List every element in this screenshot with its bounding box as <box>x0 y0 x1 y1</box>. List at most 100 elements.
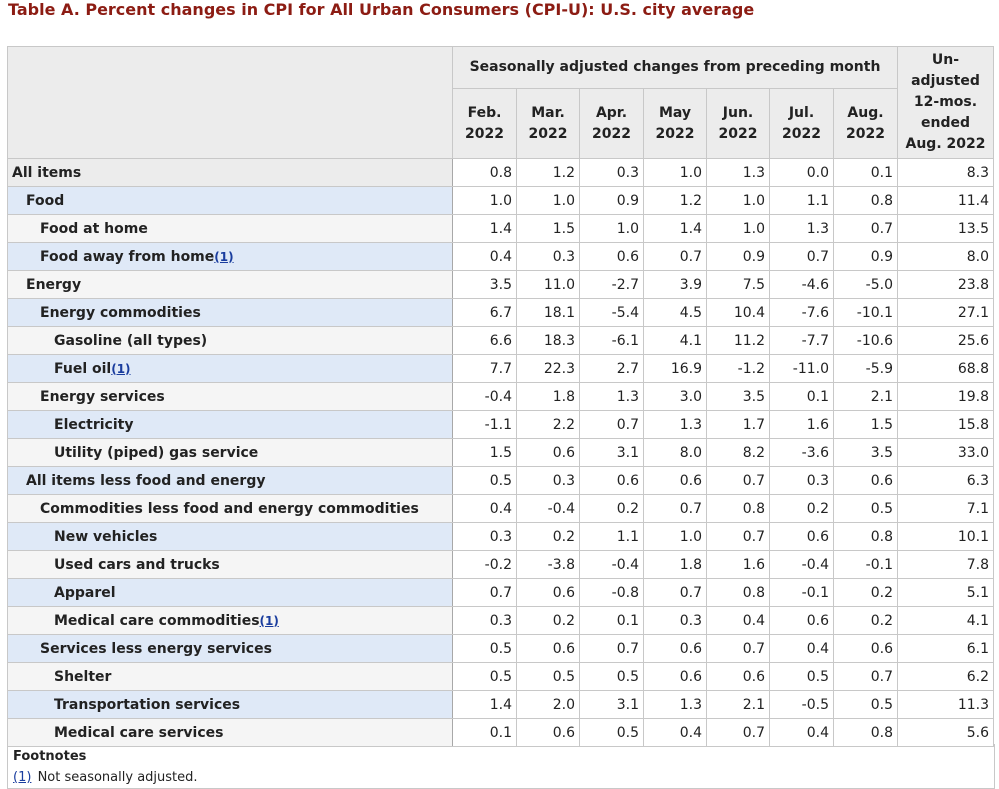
value-cell: 1.6 <box>769 410 834 439</box>
value-cell: 11.0 <box>516 270 580 299</box>
unadj-line: 12-mos. <box>913 94 978 110</box>
table-row: Commodities less food and energy commodi… <box>7 494 994 523</box>
value-cell: 1.1 <box>769 186 834 215</box>
value-cell: -0.4 <box>516 494 580 523</box>
value-cell: 15.8 <box>897 410 994 439</box>
value-cell: 0.2 <box>516 606 580 635</box>
value-cell: -0.5 <box>769 690 834 719</box>
row-label: Electricity <box>7 410 453 439</box>
value-cell: 0.7 <box>643 578 707 607</box>
row-label-text: Medical care services <box>54 724 224 741</box>
month-label: Jul. <box>788 104 815 121</box>
row-label: Energy <box>7 270 453 299</box>
value-cell: -1.1 <box>452 410 517 439</box>
value-cell: 0.7 <box>579 410 644 439</box>
row-label: Services less energy services <box>7 634 453 663</box>
value-cell: 0.5 <box>452 662 517 691</box>
value-cell: -4.6 <box>769 270 834 299</box>
value-cell: 1.5 <box>516 214 580 243</box>
row-label-text: Energy commodities <box>40 304 201 321</box>
value-cell: 3.5 <box>833 438 898 467</box>
table-row: Transportation services 1.4 2.0 3.1 1.3 2.1 -0… <box>7 690 994 719</box>
month-header: Aug. 2022 <box>833 88 898 159</box>
value-cell: 0.3 <box>643 606 707 635</box>
value-cell: 25.6 <box>897 326 994 355</box>
row-label: Energy commodities <box>7 298 453 327</box>
row-label: Medical care commodities(1) <box>7 606 453 635</box>
value-cell: 0.1 <box>833 158 898 187</box>
value-cell: 1.3 <box>769 214 834 243</box>
value-cell: 0.9 <box>579 186 644 215</box>
value-cell: 0.8 <box>833 186 898 215</box>
row-label-text: Electricity <box>54 416 134 433</box>
value-cell: -5.9 <box>833 354 898 383</box>
month-year: 2022 <box>592 125 631 142</box>
table-row: All items less food and energy 0.5 0.3 0.6 0… <box>7 466 994 495</box>
value-cell: 33.0 <box>897 438 994 467</box>
month-label: Apr. <box>595 104 628 121</box>
value-cell: -5.4 <box>579 298 644 327</box>
value-cell: 0.7 <box>706 634 770 663</box>
value-cell: 0.6 <box>579 242 644 271</box>
footnote-link[interactable]: (1) <box>111 361 131 376</box>
value-cell: 1.2 <box>643 186 707 215</box>
footnotes-heading: Footnotes <box>13 749 87 764</box>
value-cell: 0.4 <box>452 242 517 271</box>
row-label: Fuel oil(1) <box>7 354 453 383</box>
value-cell: 0.7 <box>452 578 517 607</box>
row-label: All items less food and energy <box>7 466 453 495</box>
value-cell: 6.7 <box>452 298 517 327</box>
footnote-link[interactable]: (1) <box>214 249 234 264</box>
unadj-line: adjusted <box>911 73 980 89</box>
value-cell: 0.4 <box>769 718 834 747</box>
value-cell: 16.9 <box>643 354 707 383</box>
value-cell: 0.9 <box>706 242 770 271</box>
month-year: 2022 <box>528 125 568 142</box>
row-label-text: Apparel <box>54 584 116 601</box>
value-cell: 0.7 <box>706 522 770 551</box>
value-cell: 1.8 <box>516 382 580 411</box>
value-cell: 11.2 <box>706 326 770 355</box>
value-cell: 0.3 <box>516 242 580 271</box>
value-cell: 2.0 <box>516 690 580 719</box>
row-label: Transportation services <box>7 690 453 719</box>
value-cell: 0.7 <box>706 718 770 747</box>
footnote-item: (1) Not seasonally adjusted. <box>13 770 198 785</box>
value-cell: 0.5 <box>452 466 517 495</box>
value-cell: 23.8 <box>897 270 994 299</box>
value-cell: -3.8 <box>516 550 580 579</box>
value-cell: 0.1 <box>769 382 834 411</box>
value-cell: -0.2 <box>452 550 517 579</box>
value-cell: 0.4 <box>706 606 770 635</box>
value-cell: 22.3 <box>516 354 580 383</box>
value-cell: -0.1 <box>833 550 898 579</box>
value-cell: 0.6 <box>706 662 770 691</box>
value-cell: 6.2 <box>897 662 994 691</box>
row-label: Medical care services <box>7 718 453 747</box>
value-cell: 2.7 <box>579 354 644 383</box>
value-cell: -0.8 <box>579 578 644 607</box>
footnote-link[interactable]: (1) <box>259 613 279 628</box>
value-cell: 10.1 <box>897 522 994 551</box>
footnote-ref-link[interactable]: (1) <box>13 770 32 785</box>
value-cell: 0.5 <box>579 718 644 747</box>
row-label-text: Fuel oil <box>54 360 112 377</box>
month-header: Feb. 2022 <box>452 88 517 159</box>
value-cell: 7.8 <box>897 550 994 579</box>
unadjusted-header: Un- adjusted 12-mos. ended Aug. 2022 <box>897 46 994 159</box>
value-cell: 0.7 <box>833 214 898 243</box>
row-label-text: Medical care commodities <box>54 612 260 629</box>
month-label: May <box>658 104 692 121</box>
row-label: Commodities less food and energy commodi… <box>7 494 453 523</box>
value-cell: 0.8 <box>833 522 898 551</box>
value-cell: -11.0 <box>769 354 834 383</box>
value-cell: 13.5 <box>897 214 994 243</box>
table-row: All items 0.8 1.2 0.3 1.0 1.3 0.0 0.1 8.3 <box>7 158 994 187</box>
value-cell: 3.1 <box>579 690 644 719</box>
table-row: Energy services -0.4 1.8 1.3 3.0 3.5 0.1 2.1 19.… <box>7 382 994 411</box>
value-cell: 0.8 <box>706 578 770 607</box>
value-cell: 10.4 <box>706 298 770 327</box>
value-cell: 1.5 <box>452 438 517 467</box>
value-cell: 1.0 <box>452 186 517 215</box>
value-cell: 0.4 <box>769 634 834 663</box>
